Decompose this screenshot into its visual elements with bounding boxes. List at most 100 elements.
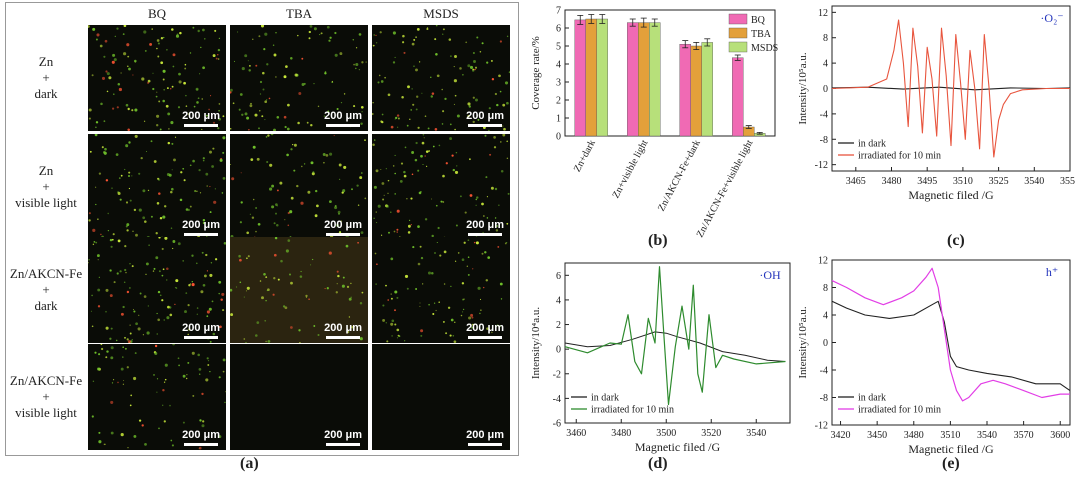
- fluorescent-dot: [443, 250, 447, 254]
- fluorescent-dot: [168, 173, 172, 177]
- fluorescent-dot: [352, 39, 355, 41]
- fluorescent-dot: [459, 67, 462, 70]
- fluorescent-dot: [182, 374, 186, 378]
- fluorescent-dot: [155, 95, 158, 98]
- fluorescent-dot: [449, 137, 453, 141]
- fluorescent-dot: [266, 289, 269, 292]
- fluorescent-dot: [171, 85, 174, 88]
- fluorescent-dot: [467, 114, 470, 118]
- fluorescent-dot: [400, 162, 404, 165]
- fluorescent-dot: [474, 66, 478, 69]
- y-tick-label: -6: [553, 419, 561, 430]
- fluorescent-dot: [467, 102, 471, 106]
- fluorescent-dot: [445, 332, 448, 335]
- fluorescent-dot: [118, 87, 122, 92]
- fluorescent-dot: [378, 74, 381, 77]
- fluorescent-dot: [170, 439, 173, 442]
- fluorescent-dot: [131, 339, 133, 341]
- fluorescent-dot: [191, 283, 195, 287]
- fluorescent-dot: [449, 55, 452, 58]
- fluorescent-dot: [263, 272, 266, 276]
- fluorescent-dot: [297, 121, 300, 125]
- fluorescent-dot: [89, 150, 92, 153]
- fluorescent-dot: [375, 169, 379, 173]
- fluorescent-dot: [307, 190, 311, 194]
- fluorescent-dot: [415, 288, 418, 290]
- fluorescent-dot: [461, 282, 465, 285]
- fluorescent-dot: [326, 25, 330, 29]
- fluorescent-dot: [462, 308, 465, 311]
- fluorescent-dot: [162, 69, 166, 73]
- fluorescent-dot: [95, 203, 97, 206]
- fluorescent-dot: [126, 223, 130, 227]
- fluorescent-dot: [476, 36, 479, 39]
- fluorescent-dot: [259, 80, 263, 84]
- fluorescent-dot: [337, 210, 341, 214]
- fluorescent-dot: [462, 311, 464, 313]
- fluorescent-dot: [486, 217, 489, 219]
- fluorescent-dot: [252, 38, 254, 40]
- fluorescent-dot: [499, 325, 502, 327]
- fluorescent-dot: [272, 293, 275, 296]
- fluorescent-dot: [411, 42, 415, 46]
- fluorescent-dot: [117, 381, 119, 384]
- fluorescent-dot: [257, 222, 261, 226]
- scale-label: 200 μm: [182, 110, 220, 122]
- fluorescent-dot: [120, 72, 122, 74]
- fluorescent-dot: [133, 434, 137, 438]
- fluorescent-dot: [390, 293, 392, 295]
- fluorescent-dot: [202, 66, 205, 70]
- fluorescent-dot: [396, 296, 399, 299]
- panel-a-letter: (a): [240, 455, 259, 472]
- fluorescent-dot: [294, 73, 298, 77]
- fluorescent-dot: [480, 309, 482, 311]
- row-label-line: +: [42, 179, 50, 194]
- fluorescent-dot: [338, 213, 340, 215]
- fluorescent-dot: [148, 244, 150, 246]
- fluorescent-dot: [433, 302, 436, 304]
- fluorescent-dot: [323, 115, 326, 117]
- fluorescent-dot: [453, 103, 455, 105]
- fluorescent-dot: [348, 297, 352, 301]
- fluorescent-dot: [129, 199, 132, 202]
- fluorescent-dot: [98, 353, 101, 356]
- fluorescent-dot: [284, 125, 287, 129]
- fluorescent-dot: [350, 296, 352, 299]
- scale-label: 200 μm: [324, 322, 362, 334]
- fluorescent-dot: [246, 257, 248, 260]
- micrograph-cell: 200 μm: [230, 344, 368, 450]
- fluorescent-dot: [494, 217, 497, 219]
- fluorescent-dot: [207, 364, 210, 366]
- fluorescent-dot: [162, 215, 166, 219]
- fluorescent-dot: [437, 226, 440, 230]
- fluorescent-dot: [126, 290, 130, 294]
- fluorescent-dot: [196, 313, 198, 315]
- x-tick-label: 3460: [566, 428, 586, 439]
- fluorescent-dot: [419, 245, 422, 248]
- fluorescent-dot: [396, 337, 399, 339]
- fluorescent-dot: [392, 61, 396, 64]
- fluorescent-dot: [266, 99, 268, 101]
- fluorescent-dot: [346, 285, 350, 289]
- fluorescent-dot: [217, 127, 220, 130]
- fluorescent-dot: [442, 28, 445, 31]
- fluorescent-dot: [376, 263, 378, 265]
- fluorescent-dot: [130, 394, 133, 397]
- fluorescent-dot: [435, 53, 438, 56]
- fluorescent-dot: [413, 38, 416, 41]
- fluorescent-dot: [364, 139, 366, 141]
- fluorescent-dot: [156, 202, 160, 205]
- fluorescent-dot: [144, 443, 147, 446]
- fluorescent-dot: [469, 158, 471, 161]
- fluorescent-dot: [91, 74, 94, 77]
- fluorescent-dot: [275, 31, 277, 34]
- y-tick-label: 2: [556, 96, 561, 107]
- fluorescent-dot: [92, 243, 95, 246]
- fluorescent-dot: [198, 373, 201, 375]
- fluorescent-dot: [312, 171, 315, 174]
- fluorescent-dot: [474, 68, 476, 71]
- fluorescent-dot: [379, 31, 382, 34]
- fluorescent-dot: [122, 383, 125, 385]
- fluorescent-dot: [147, 81, 150, 84]
- fluorescent-dot: [431, 198, 433, 200]
